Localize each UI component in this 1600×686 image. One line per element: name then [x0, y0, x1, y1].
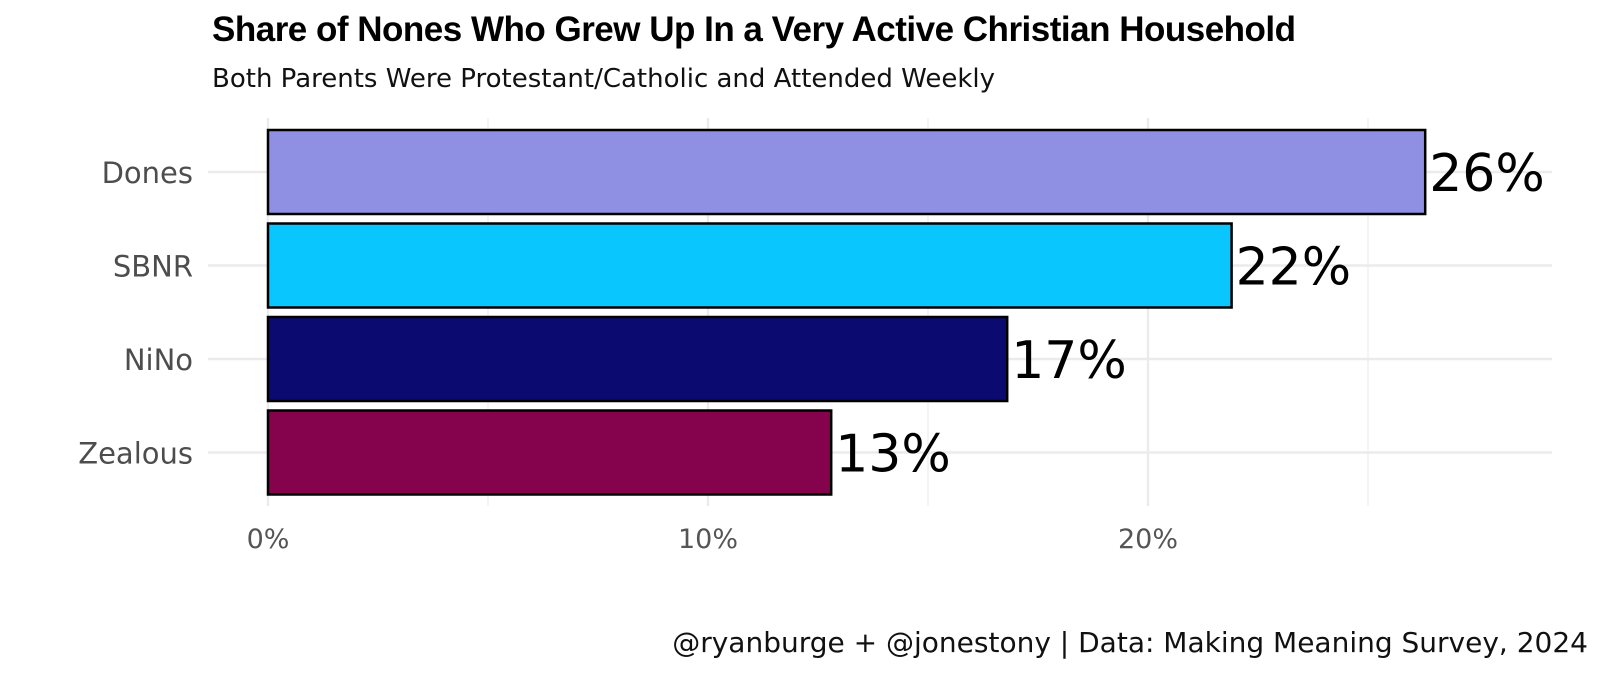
chart-subtitle: Both Parents Were Protestant/Catholic an… — [212, 64, 995, 94]
bar-sbnr — [266, 222, 1233, 309]
category-label: Zealous — [78, 437, 193, 471]
x-tick-label: 10% — [678, 524, 738, 555]
bar-nino — [266, 315, 1009, 403]
data-label: 26% — [1429, 144, 1545, 204]
chart-title: Share of Nones Who Grew Up In a Very Act… — [212, 10, 1296, 49]
data-label: 13% — [835, 425, 951, 485]
x-tick-label: 20% — [1118, 524, 1178, 555]
chart-caption: @ryanburge + @jonestony | Data: Making M… — [672, 626, 1588, 659]
x-tick-label: 0% — [247, 524, 290, 555]
data-label: 22% — [1236, 238, 1352, 298]
category-label: Dones — [102, 156, 193, 190]
category-label: NiNo — [124, 343, 193, 377]
category-label: SBNR — [113, 250, 193, 284]
labels: 26% Dones 22% SBNR 17% NiNo 13% Zealous 0% 10% 20% — [78, 144, 1545, 555]
bars — [266, 128, 1427, 496]
bar-zealous — [266, 409, 833, 496]
data-label: 17% — [1011, 331, 1127, 391]
bar-dones — [266, 128, 1427, 216]
